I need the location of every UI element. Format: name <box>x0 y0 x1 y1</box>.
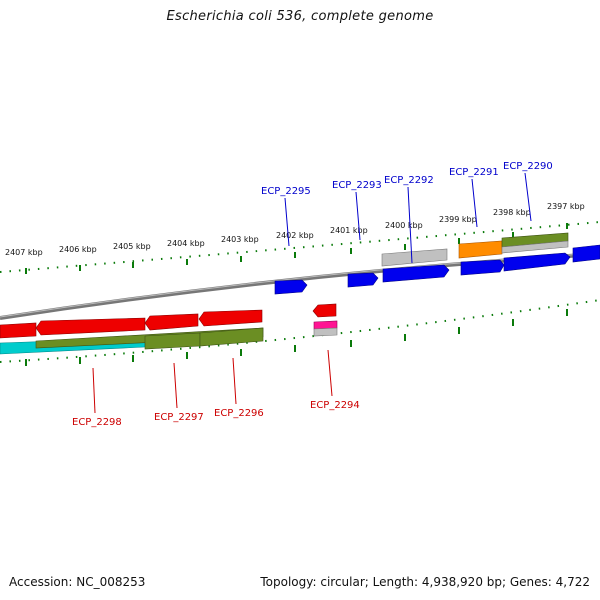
feature-gray[interactable] <box>381 248 448 267</box>
tick-label: 2407 kbp <box>5 248 43 257</box>
gene-ecp-2297[interactable] <box>144 313 199 331</box>
feature-orange[interactable] <box>458 240 503 259</box>
tick-label: 2403 kbp <box>221 235 259 244</box>
forward-feature-track <box>381 232 569 267</box>
tick-label: 2400 kbp <box>385 221 423 230</box>
gene-ecp-2296[interactable] <box>198 309 263 327</box>
topology-text: Topology: circular; Length: 4,938,920 bp… <box>260 575 590 589</box>
gene-ecp-2295[interactable] <box>274 279 308 295</box>
reverse-gene-labels: ECP_2298 ECP_2297 ECP_2296 ECP_2294 <box>72 400 360 428</box>
gene-label-ecp-2295[interactable]: ECP_2295 <box>261 186 311 197</box>
tick-label: 2405 kbp <box>113 242 151 251</box>
forward-gene-labels: ECP_2295 ECP_2293 ECP_2292 ECP_2291 ECP_… <box>261 161 553 197</box>
tick-label: 2404 kbp <box>167 239 205 248</box>
forward-label-lines <box>284 172 532 264</box>
gene-ecp-2294[interactable] <box>312 303 337 318</box>
gene-ecp-2291[interactable] <box>460 259 505 276</box>
reverse-cds-track <box>0 303 337 339</box>
gene-label-ecp-2292[interactable]: ECP_2292 <box>384 175 434 186</box>
tick-label: 2399 kbp <box>439 215 477 224</box>
gene-forward-edge[interactable] <box>572 244 600 263</box>
reverse-label-lines <box>92 349 333 414</box>
gene-ecp-2298[interactable] <box>35 317 146 336</box>
gene-label-ecp-2290[interactable]: ECP_2290 <box>503 161 553 172</box>
gene-ecp-2290[interactable] <box>503 252 571 272</box>
gene-reverse-edge[interactable] <box>0 322 37 339</box>
bottom-major-ticks <box>25 309 568 366</box>
feature-magenta[interactable] <box>313 320 338 330</box>
gene-label-ecp-2291[interactable]: ECP_2291 <box>449 167 499 178</box>
gene-label-ecp-2296[interactable]: ECP_2296 <box>214 408 264 419</box>
accession-text: Accession: NC_008253 <box>9 575 146 589</box>
tick-label: 2406 kbp <box>59 245 97 254</box>
tick-label: 2402 kbp <box>276 231 314 240</box>
feature-gray-lower[interactable] <box>501 240 569 254</box>
gene-ecp-2292[interactable] <box>382 264 450 283</box>
tick-labels: 2407 kbp 2406 kbp 2405 kbp 2404 kbp 2403… <box>5 202 585 257</box>
gene-label-ecp-2298[interactable]: ECP_2298 <box>72 417 122 428</box>
tick-label: 2398 kbp <box>493 208 531 217</box>
forward-cds-track <box>274 244 600 295</box>
gene-label-ecp-2294[interactable]: ECP_2294 <box>310 400 360 411</box>
gene-label-ecp-2293[interactable]: ECP_2293 <box>332 180 382 191</box>
feature-olive-right[interactable] <box>199 327 264 347</box>
feature-gray-small[interactable] <box>313 327 338 337</box>
tick-label: 2401 kbp <box>330 226 368 235</box>
gene-label-ecp-2297[interactable]: ECP_2297 <box>154 412 204 423</box>
reverse-feature-track <box>0 320 338 355</box>
map-title: Escherichia coli 536, complete genome <box>166 9 434 24</box>
gene-ecp-2293[interactable] <box>347 272 379 288</box>
tick-label: 2397 kbp <box>547 202 585 211</box>
feature-olive-mid[interactable] <box>144 332 201 350</box>
